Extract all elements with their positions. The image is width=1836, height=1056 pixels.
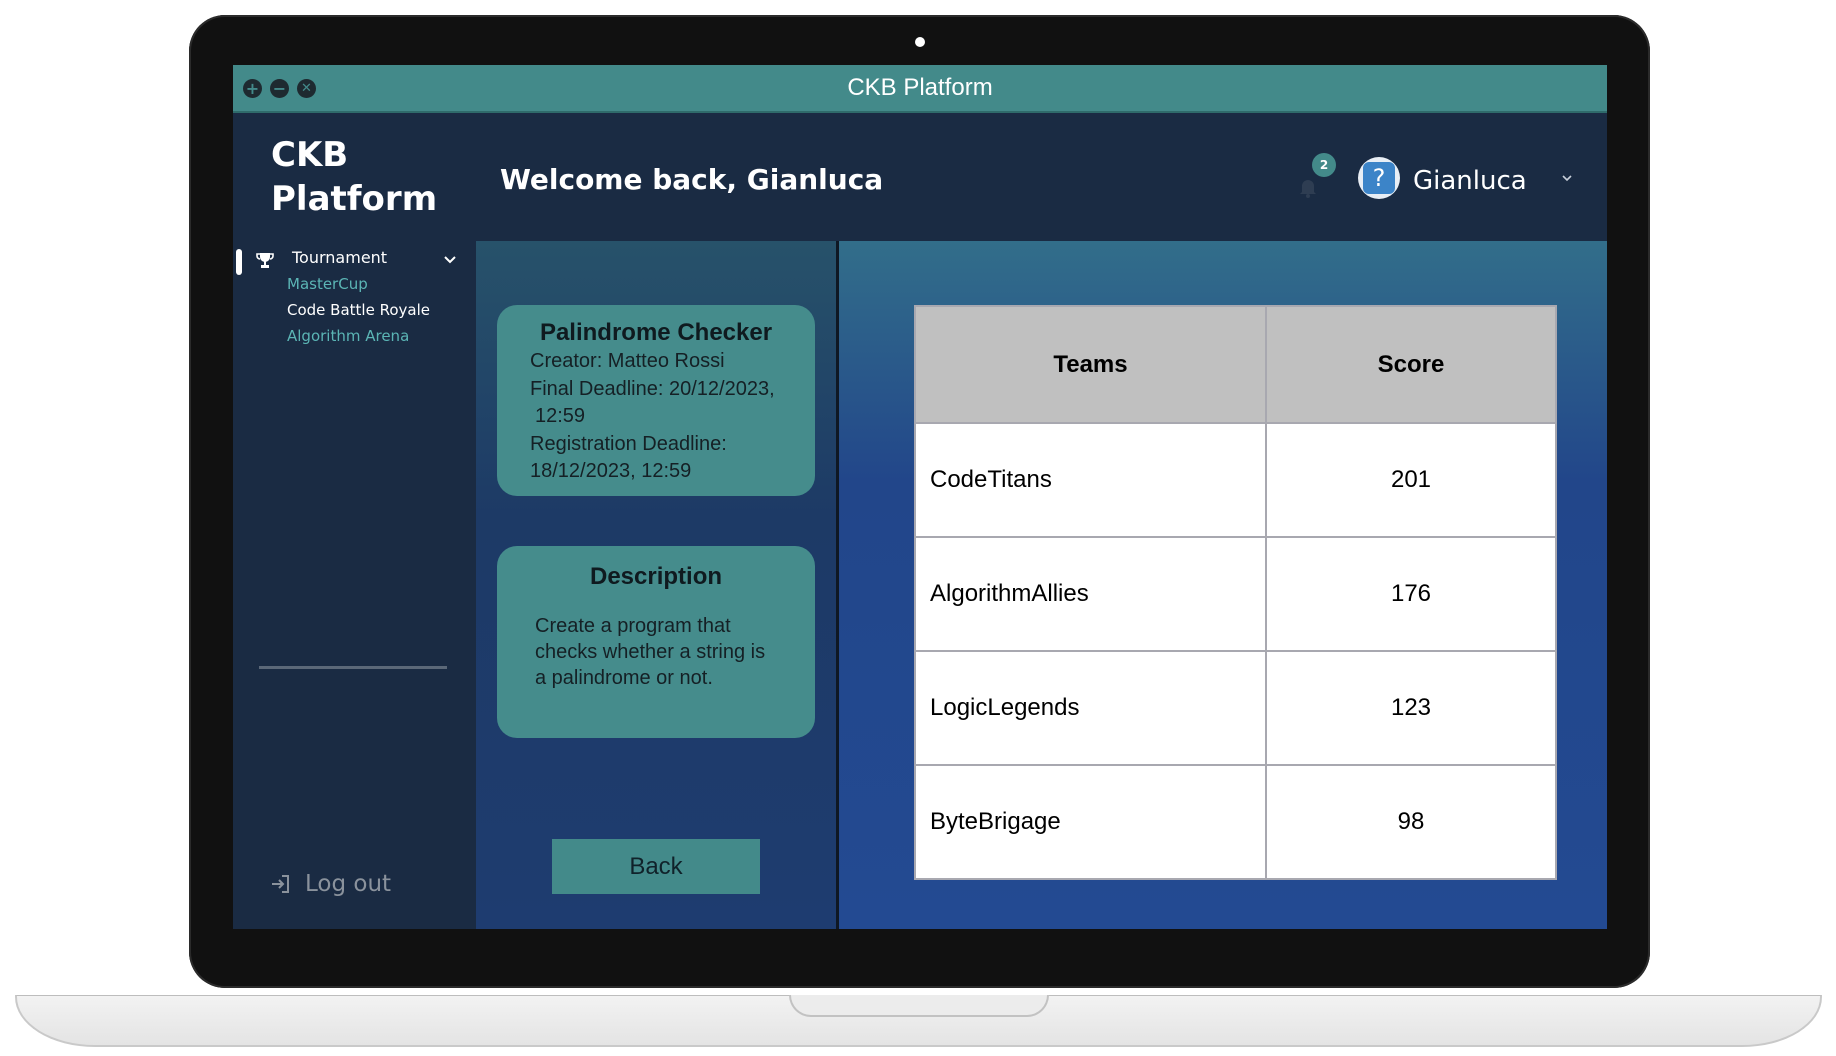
team-score: 176 [1265, 536, 1557, 652]
description-title: Description [589, 563, 723, 590]
window-title: CKB Platform [847, 74, 993, 101]
team-name: ByteBrigage [914, 764, 1267, 880]
sidebar-item-algorithm-arena[interactable]: Algorithm Arena [287, 327, 410, 345]
sidebar-item-code-battle-royale[interactable]: Code Battle Royale [287, 301, 430, 319]
active-nav-indicator [236, 249, 242, 275]
description-line: Create a program that [535, 615, 731, 637]
registration-deadline-label: Registration Deadline: [530, 432, 727, 455]
team-name: CodeTitans [914, 422, 1267, 538]
top-header: Welcome back, Gianluca 2 ? Gianluca [476, 115, 1607, 241]
table-header-row: Teams Score [914, 305, 1557, 424]
logout-icon [272, 875, 289, 893]
trophy-icon [256, 253, 274, 268]
scoreboard-panel: Teams Score CodeTitans 201 AlgorithmAlli… [839, 241, 1607, 929]
page-title: Welcome back, Gianluca [500, 163, 884, 196]
sidebar-item-tournament[interactable]: Tournament [292, 248, 388, 267]
table-row[interactable]: CodeTitans 201 [914, 422, 1557, 538]
close-window-icon[interactable]: ✕ [297, 79, 316, 98]
table-row[interactable]: ByteBrigage 98 [914, 764, 1557, 880]
description-line: a palindrome or not. [535, 667, 713, 689]
column-header-score[interactable]: Score [1265, 305, 1557, 424]
title-bar: CKB Platform + − ✕ [233, 65, 1607, 113]
challenge-title: Palindrome Checker [539, 319, 773, 346]
user-name[interactable]: Gianluca [1413, 166, 1527, 196]
back-button[interactable]: Back [552, 839, 760, 894]
final-deadline-time: 12:59 [535, 405, 586, 427]
table-row[interactable]: LogicLegends 123 [914, 650, 1557, 766]
team-name: LogicLegends [914, 650, 1267, 766]
registration-deadline-value: 18/12/2023, 12:59 [530, 460, 692, 482]
camera-dot [915, 37, 925, 47]
sidebar: CKB Platform Tournament MasterCup Code B… [233, 115, 477, 929]
team-score: 123 [1265, 650, 1557, 766]
table-row[interactable]: AlgorithmAllies 176 [914, 536, 1557, 652]
team-name: AlgorithmAllies [914, 536, 1267, 652]
team-score: 201 [1265, 422, 1557, 538]
team-score: 98 [1265, 764, 1557, 880]
challenge-info-card: Palindrome Checker Creator: Matteo Rossi… [497, 305, 815, 496]
maximize-window-icon[interactable]: + [243, 79, 262, 98]
sidebar-item-mastercup[interactable]: MasterCup [287, 275, 368, 293]
avatar[interactable]: ? [1358, 157, 1400, 199]
bell-icon[interactable] [1296, 175, 1320, 199]
chevron-down-icon[interactable] [441, 251, 459, 269]
app-window: CKB Platform + − ✕ CKB Platform Tourname… [233, 65, 1607, 929]
minimize-window-icon[interactable]: − [270, 79, 289, 98]
description-line: checks whether a string is [535, 641, 766, 663]
column-header-teams[interactable]: Teams [914, 305, 1267, 424]
laptop-notch [789, 995, 1049, 1017]
notification-badge: 2 [1312, 153, 1336, 177]
logout-label: Log out [305, 871, 392, 897]
sidebar-divider [259, 666, 447, 669]
brand-logo-text: CKB Platform [271, 135, 438, 219]
help-avatar-icon: ? [1363, 162, 1395, 194]
description-card: Description Create a program that checks… [497, 546, 815, 738]
final-deadline: Final Deadline: 20/12/2023, [530, 377, 775, 400]
chevron-down-icon[interactable] [1560, 171, 1574, 185]
challenge-creator: Creator: Matteo Rossi [530, 350, 725, 372]
scoreboard-table: Teams Score CodeTitans 201 AlgorithmAlli… [914, 305, 1557, 880]
logout-button[interactable]: Log out [269, 868, 391, 900]
panel-divider [836, 241, 839, 929]
